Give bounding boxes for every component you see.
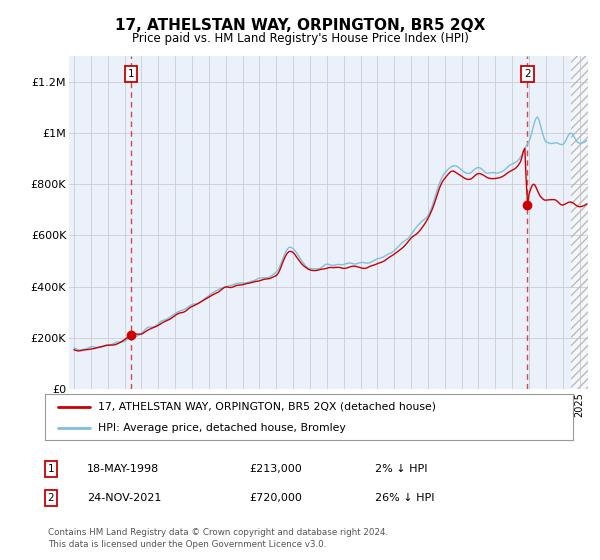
HPI: Average price, detached house, Bromley: (2e+03, 1.53e+05): Average price, detached house, Bromley: … xyxy=(76,347,83,353)
Line: 17, ATHELSTAN WAY, ORPINGTON, BR5 2QX (detached house): 17, ATHELSTAN WAY, ORPINGTON, BR5 2QX (d… xyxy=(74,148,587,351)
Text: 17, ATHELSTAN WAY, ORPINGTON, BR5 2QX: 17, ATHELSTAN WAY, ORPINGTON, BR5 2QX xyxy=(115,18,485,33)
HPI: Average price, detached house, Bromley: (2e+03, 3.06e+05): Average price, detached house, Bromley: … xyxy=(177,307,184,314)
17, ATHELSTAN WAY, ORPINGTON, BR5 2QX (detached house) xyxy=(451,168,458,175)
HPI: Average price, detached house, Bromley: (2.02e+03, 1.06e+06): Average price, detached house, Bromley: … xyxy=(534,114,541,120)
Text: 2: 2 xyxy=(524,69,530,79)
17, ATHELSTAN WAY, ORPINGTON, BR5 2QX (detached house) xyxy=(70,347,77,353)
HPI: Average price, detached house, Bromley: (2e+03, 1.61e+05): Average price, detached house, Bromley: … xyxy=(70,344,77,351)
Text: 18-MAY-1998: 18-MAY-1998 xyxy=(87,464,159,474)
HPI: Average price, detached house, Bromley: (2.02e+03, 8.72e+05): Average price, detached house, Bromley: … xyxy=(451,162,458,169)
Text: Price paid vs. HM Land Registry's House Price Index (HPI): Price paid vs. HM Land Registry's House … xyxy=(131,32,469,45)
HPI: Average price, detached house, Bromley: (2.03e+03, 9.71e+05): Average price, detached house, Bromley: … xyxy=(583,137,590,144)
Text: 1: 1 xyxy=(47,464,55,474)
17, ATHELSTAN WAY, ORPINGTON, BR5 2QX (detached house) xyxy=(74,348,82,354)
HPI: Average price, detached house, Bromley: (2.01e+03, 4.91e+05): Average price, detached house, Bromley: … xyxy=(349,260,356,267)
Bar xyxy=(571,56,593,389)
17, ATHELSTAN WAY, ORPINGTON, BR5 2QX (detached house) xyxy=(521,145,529,152)
17, ATHELSTAN WAY, ORPINGTON, BR5 2QX (detached house) xyxy=(349,263,356,270)
Text: £720,000: £720,000 xyxy=(249,493,302,503)
HPI: Average price, detached house, Bromley: (2e+03, 1.91e+05): Average price, detached house, Bromley: … xyxy=(122,337,130,343)
Text: 26% ↓ HPI: 26% ↓ HPI xyxy=(375,493,434,503)
Text: 1: 1 xyxy=(128,69,134,79)
HPI: Average price, detached house, Bromley: (2.02e+03, 6.7e+05): Average price, detached house, Bromley: … xyxy=(423,214,430,221)
Text: 17, ATHELSTAN WAY, ORPINGTON, BR5 2QX (detached house): 17, ATHELSTAN WAY, ORPINGTON, BR5 2QX (d… xyxy=(98,402,436,412)
17, ATHELSTAN WAY, ORPINGTON, BR5 2QX (detached house) xyxy=(122,335,130,342)
Text: Contains HM Land Registry data © Crown copyright and database right 2024.
This d: Contains HM Land Registry data © Crown c… xyxy=(48,528,388,549)
Text: 24-NOV-2021: 24-NOV-2021 xyxy=(87,493,161,503)
Bar xyxy=(571,56,593,389)
Text: 2% ↓ HPI: 2% ↓ HPI xyxy=(375,464,427,474)
Text: HPI: Average price, detached house, Bromley: HPI: Average price, detached house, Brom… xyxy=(98,423,346,433)
HPI: Average price, detached house, Bromley: (2e+03, 2.68e+05): Average price, detached house, Bromley: … xyxy=(159,317,166,324)
Line: HPI: Average price, detached house, Bromley: HPI: Average price, detached house, Brom… xyxy=(74,117,587,350)
17, ATHELSTAN WAY, ORPINGTON, BR5 2QX (detached house) xyxy=(159,319,166,326)
Text: 2: 2 xyxy=(47,493,55,503)
17, ATHELSTAN WAY, ORPINGTON, BR5 2QX (detached house) xyxy=(423,218,430,225)
17, ATHELSTAN WAY, ORPINGTON, BR5 2QX (detached house) xyxy=(583,200,590,207)
Text: £213,000: £213,000 xyxy=(249,464,302,474)
17, ATHELSTAN WAY, ORPINGTON, BR5 2QX (detached house) xyxy=(177,310,184,316)
